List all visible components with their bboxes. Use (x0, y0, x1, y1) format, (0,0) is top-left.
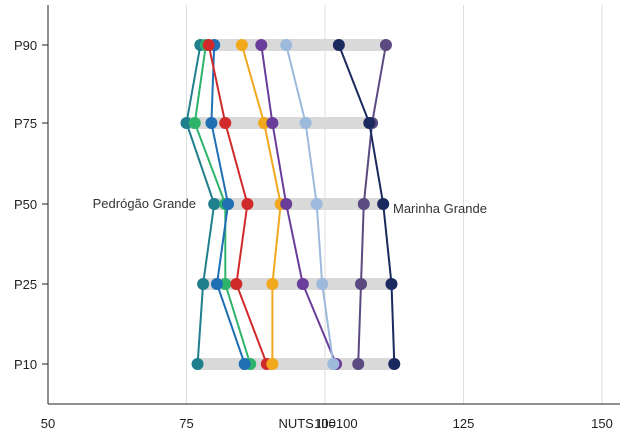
point-series-2-P75 (188, 117, 201, 129)
point-series-9-P25 (385, 278, 398, 290)
point-series-7-P25 (316, 278, 329, 290)
point-series-9-P90 (332, 39, 345, 51)
axis-labels: 50 75 100 125 150 P90 P75 P50 P25 P10 (14, 38, 613, 431)
point-series-8-P10 (352, 358, 365, 370)
point-series-9-P75 (363, 117, 376, 129)
point-series-4-P90 (202, 39, 215, 51)
point-series-7-P90 (280, 39, 293, 51)
point-series-9-P10 (388, 358, 401, 370)
axes (42, 5, 620, 405)
series-points (180, 39, 401, 370)
point-series-3-P50 (222, 198, 235, 210)
point-series-1-P50 (208, 198, 221, 210)
y-tick-label-P75: P75 (14, 116, 37, 131)
point-series-8-P25 (355, 278, 368, 290)
x-tick-label-150: 150 (591, 416, 613, 431)
point-series-9-P50 (377, 198, 390, 210)
point-series-1-P10 (191, 358, 204, 370)
point-series-6-P50 (280, 198, 293, 210)
y-tick-label-P10: P10 (14, 357, 37, 372)
x-tick-label-100: 100 (314, 416, 336, 431)
point-series-6-P25 (296, 278, 309, 290)
point-series-1-P75 (180, 117, 193, 129)
point-series-2-P25 (219, 278, 232, 290)
y-tick-label-P90: P90 (14, 38, 37, 53)
point-series-5-P25 (266, 278, 279, 290)
point-series-8-P90 (379, 39, 392, 51)
point-series-5-P75 (258, 117, 271, 129)
point-series-3-P25 (210, 278, 223, 290)
point-series-3-P10 (238, 358, 251, 370)
point-series-7-P50 (310, 198, 323, 210)
point-series-4-P25 (230, 278, 243, 290)
point-series-5-P10 (266, 358, 279, 370)
point-series-4-P75 (219, 117, 232, 129)
point-series-4-P50 (241, 198, 254, 210)
point-series-5-P90 (235, 39, 248, 51)
point-series-3-P75 (205, 117, 218, 129)
x-tick-label-75: 75 (179, 416, 193, 431)
y-tick-label-P25: P25 (14, 277, 37, 292)
y-tick-label-P50: P50 (14, 197, 37, 212)
x-axis-title: NUTS III=100 (278, 416, 357, 431)
point-series-1-P25 (197, 278, 210, 290)
x-tick-label-125: 125 (453, 416, 475, 431)
x-tick-label-50: 50 (41, 416, 55, 431)
annotation-right: Marinha Grande (393, 201, 487, 216)
point-series-7-P75 (299, 117, 312, 129)
point-series-6-P75 (266, 117, 279, 129)
annotation-left: Pedrógão Grande (93, 196, 196, 211)
point-series-6-P90 (255, 39, 268, 51)
point-series-7-P10 (327, 358, 340, 370)
point-series-8-P50 (357, 198, 370, 210)
